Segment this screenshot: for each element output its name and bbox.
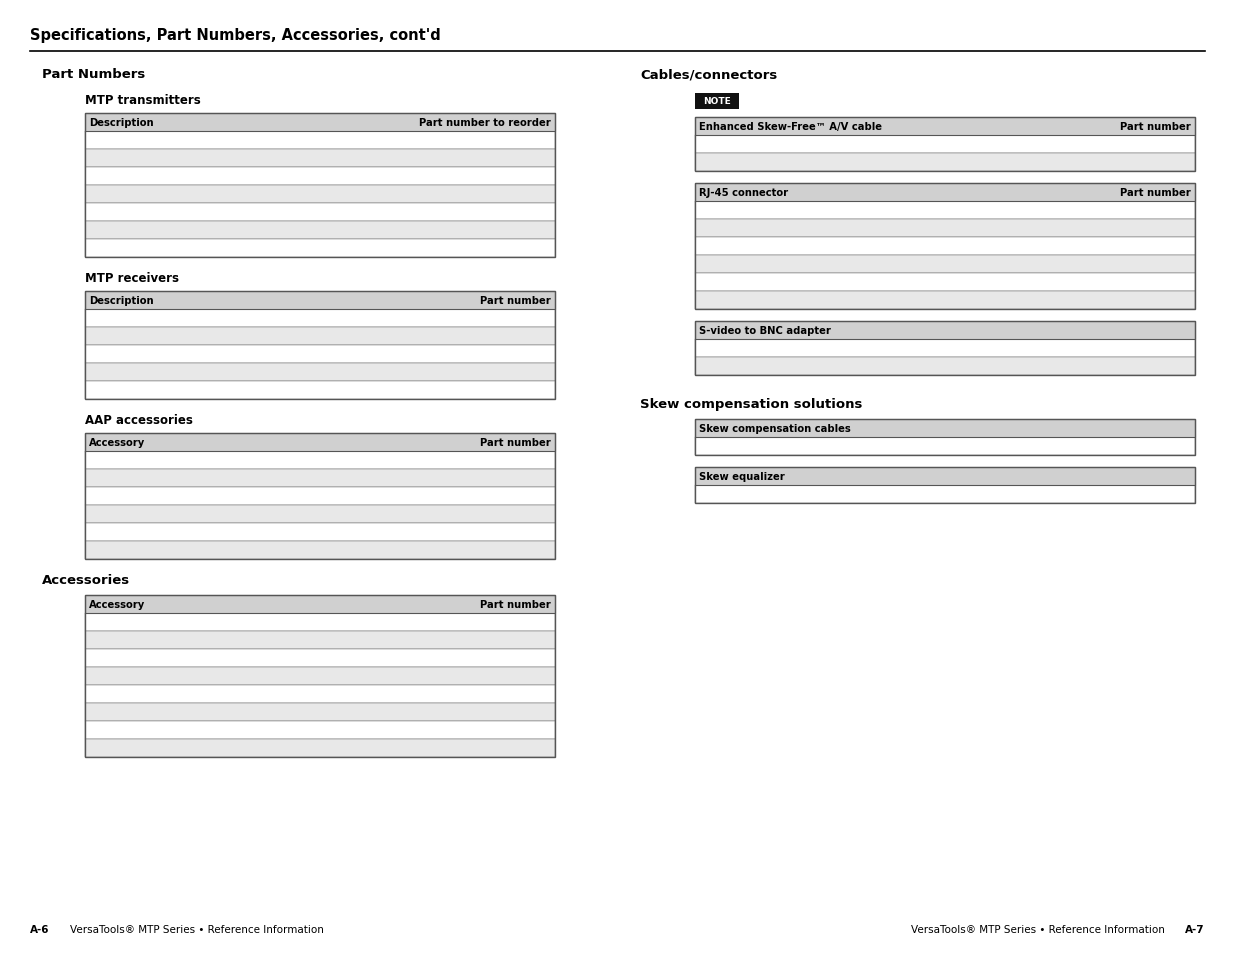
Bar <box>85 132 555 150</box>
Bar <box>695 184 1195 202</box>
Bar <box>85 364 555 381</box>
Bar <box>85 168 555 186</box>
Text: Enhanced Skew-Free™ A/V cable: Enhanced Skew-Free™ A/V cable <box>699 122 882 132</box>
Bar <box>695 136 1195 153</box>
Bar <box>85 240 555 257</box>
Text: S-video to BNC adapter: S-video to BNC adapter <box>699 326 831 335</box>
Bar <box>85 452 555 470</box>
Bar <box>85 649 555 667</box>
Text: A-6: A-6 <box>30 924 49 934</box>
Bar <box>695 437 1195 456</box>
Bar <box>85 596 555 758</box>
Bar <box>695 202 1195 220</box>
Bar <box>85 740 555 758</box>
Bar <box>695 255 1195 274</box>
Bar <box>85 470 555 488</box>
Bar <box>695 118 1195 136</box>
Bar <box>85 541 555 559</box>
Bar <box>695 292 1195 310</box>
Bar <box>85 113 555 257</box>
Bar <box>85 434 555 452</box>
Text: Description: Description <box>89 118 153 128</box>
Bar <box>695 468 1195 503</box>
Bar <box>695 419 1195 437</box>
Bar <box>695 339 1195 357</box>
Text: VersaTools® MTP Series • Reference Information: VersaTools® MTP Series • Reference Infor… <box>911 924 1165 934</box>
Bar <box>85 596 555 614</box>
Bar <box>85 381 555 399</box>
Bar <box>85 310 555 328</box>
Bar <box>85 292 555 399</box>
Text: A-7: A-7 <box>1186 924 1205 934</box>
Text: Skew compensation solutions: Skew compensation solutions <box>640 397 862 411</box>
Bar <box>695 153 1195 172</box>
Text: Accessory: Accessory <box>89 437 146 448</box>
Bar <box>695 94 739 110</box>
Text: Part number: Part number <box>480 437 551 448</box>
Text: Skew equalizer: Skew equalizer <box>699 472 784 481</box>
Bar <box>85 186 555 204</box>
Bar <box>85 346 555 364</box>
Bar <box>695 419 1195 456</box>
Text: Accessories: Accessories <box>42 574 130 586</box>
Text: Cables/connectors: Cables/connectors <box>640 68 777 81</box>
Bar <box>85 685 555 703</box>
Bar <box>85 328 555 346</box>
Text: Part number to reorder: Part number to reorder <box>419 118 551 128</box>
Bar <box>85 667 555 685</box>
Text: NOTE: NOTE <box>703 97 731 107</box>
Bar <box>695 468 1195 485</box>
Bar <box>85 721 555 740</box>
Bar <box>85 523 555 541</box>
Bar <box>85 614 555 631</box>
Bar <box>695 357 1195 375</box>
Bar <box>85 222 555 240</box>
Text: Accessory: Accessory <box>89 599 146 609</box>
Bar <box>85 204 555 222</box>
Text: Part number: Part number <box>480 599 551 609</box>
Text: Part number: Part number <box>1120 188 1191 198</box>
Text: VersaTools® MTP Series • Reference Information: VersaTools® MTP Series • Reference Infor… <box>70 924 324 934</box>
Text: Part Numbers: Part Numbers <box>42 68 146 81</box>
Text: MTP receivers: MTP receivers <box>85 272 179 285</box>
Text: Part number: Part number <box>1120 122 1191 132</box>
Bar <box>85 150 555 168</box>
Text: Part number: Part number <box>480 295 551 306</box>
Text: AAP accessories: AAP accessories <box>85 414 193 427</box>
Bar <box>695 274 1195 292</box>
Text: Specifications, Part Numbers, Accessories, cont'd: Specifications, Part Numbers, Accessorie… <box>30 28 441 43</box>
Bar <box>695 322 1195 375</box>
Bar <box>695 220 1195 237</box>
Text: MTP transmitters: MTP transmitters <box>85 94 201 107</box>
Bar <box>695 237 1195 255</box>
Bar <box>695 118 1195 172</box>
Bar <box>695 485 1195 503</box>
Text: RJ-45 connector: RJ-45 connector <box>699 188 788 198</box>
Bar <box>85 488 555 505</box>
Bar <box>695 184 1195 310</box>
Text: Description: Description <box>89 295 153 306</box>
Bar <box>695 322 1195 339</box>
Text: Skew compensation cables: Skew compensation cables <box>699 423 851 434</box>
Bar <box>85 505 555 523</box>
Bar <box>85 113 555 132</box>
Bar <box>85 434 555 559</box>
Bar <box>85 631 555 649</box>
Bar <box>85 703 555 721</box>
Bar <box>85 292 555 310</box>
